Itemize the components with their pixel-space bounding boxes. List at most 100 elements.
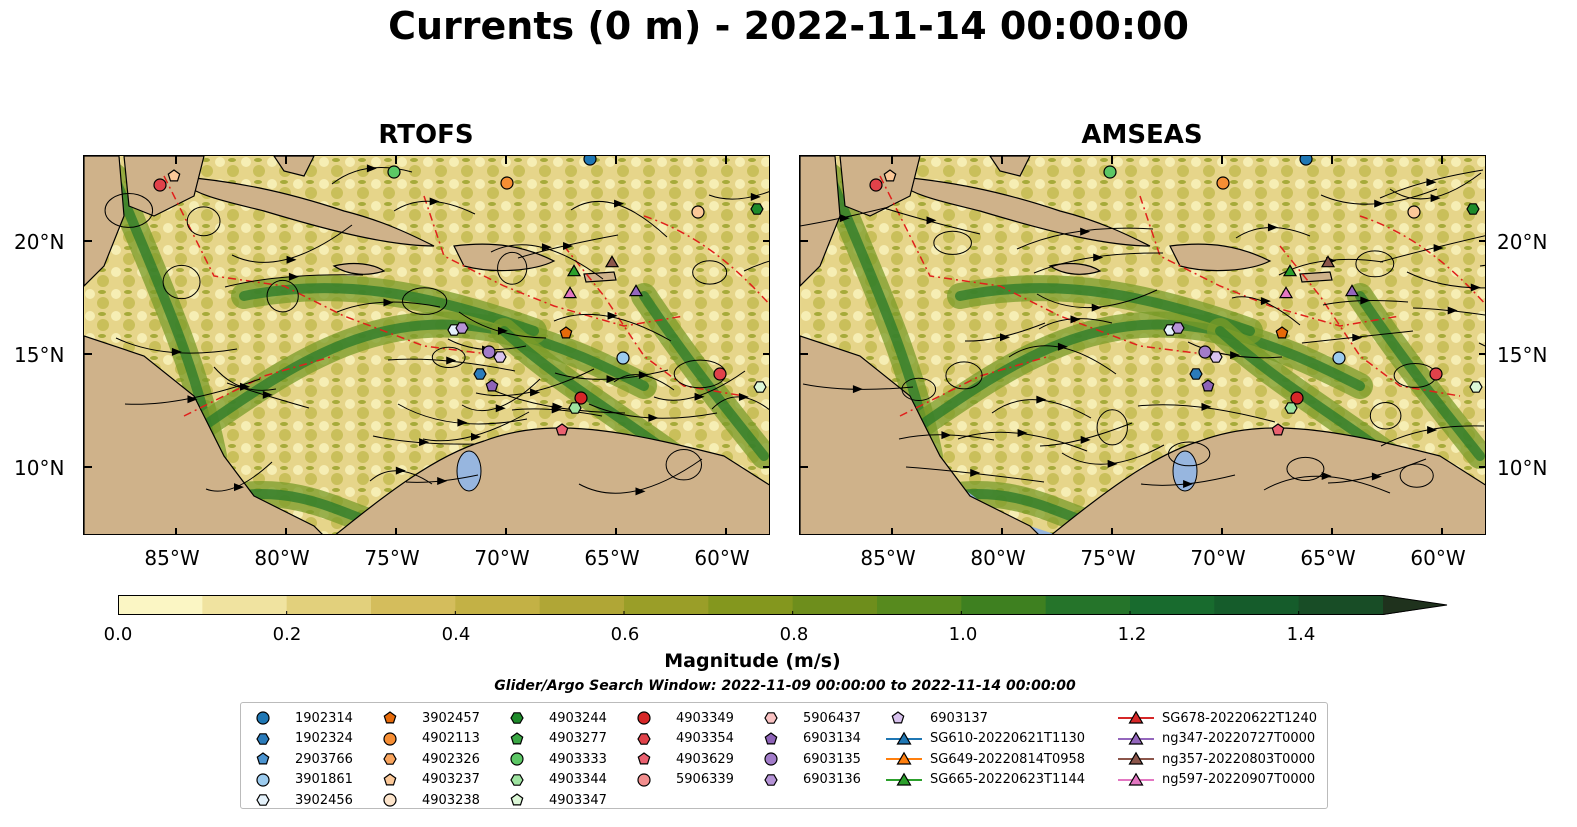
colorbar-tick-label: 0.8: [779, 624, 809, 645]
colorbar-tick-label: 0.2: [272, 624, 302, 645]
central-america-land: [800, 156, 841, 287]
south-america-land: [335, 427, 769, 534]
legend-item: 4902113: [376, 729, 480, 749]
legend-item-label: 4903333: [549, 751, 607, 767]
legend-circle-marker: [764, 752, 778, 766]
legend: 1902314 1902324 2903766 3901861 3902456 39024…: [240, 702, 1328, 809]
float-marker: [1103, 165, 1117, 179]
float-marker: [753, 381, 767, 393]
legend-triangle-marker: [896, 731, 912, 745]
legend-circle-marker: [510, 752, 524, 766]
legend-item: 5906437: [757, 708, 861, 728]
float-marker: [1209, 351, 1223, 363]
colorbar-extend-arrow: [1383, 595, 1447, 615]
float-marker: [455, 322, 469, 334]
hispaniola-land: [1169, 243, 1272, 272]
legend-item: 1902314: [249, 708, 353, 728]
legend-item-label: ng347-20220727T0000: [1162, 731, 1316, 746]
legend-pentagon-marker: [383, 711, 397, 724]
legend-item: SG610-20220621T1130: [884, 729, 1085, 749]
legend-item-label: 6903136: [803, 772, 861, 787]
legend-pentagon-marker: [383, 772, 397, 785]
legend-item: ng597-20220907T0000: [1116, 770, 1315, 790]
lon-label-left-80w: 80°W: [254, 546, 310, 570]
legend-item-label: 4903277: [549, 731, 607, 746]
legend-item: 6903134: [757, 729, 861, 749]
lon-label-right-70w: 70°W: [1190, 546, 1246, 570]
float-marker: [1429, 367, 1443, 381]
float-marker: [883, 169, 897, 182]
colorbar-tick-label: 0.4: [441, 624, 471, 645]
colorbar-segment: [455, 595, 541, 615]
colorbar-tick-label: 1.4: [1286, 624, 1316, 645]
legend-item-label: 3902456: [295, 792, 353, 808]
legend-item: 3902457: [376, 708, 480, 728]
float-marker: [566, 264, 582, 277]
legend-triangle-marker: [896, 772, 912, 786]
colorbar-segment: [792, 595, 878, 615]
legend-item-label: 3901861: [295, 772, 353, 787]
legend-pentagon-marker: [891, 711, 905, 724]
legend-item-label: SG649-20220814T0958: [930, 751, 1086, 767]
legend-item: 4903347: [503, 790, 607, 810]
jamaica-land: [1048, 262, 1102, 275]
float-marker: [387, 165, 401, 179]
lon-label-right-75w: 75°W: [1080, 546, 1136, 570]
legend-item-label: 6903135: [803, 751, 861, 767]
legend-item-label: 6903134: [803, 731, 861, 746]
legend-item-label: 5906339: [676, 772, 734, 787]
panel-title-amseas: AMSEAS: [1081, 120, 1203, 150]
lat-label-left-10n: 10°N: [14, 456, 65, 480]
legend-circle-marker: [256, 711, 270, 725]
lat-label-right-10n: 10°N: [1497, 456, 1548, 480]
legend-item-label: 4903354: [676, 731, 734, 746]
lon-label-left-70w: 70°W: [474, 546, 530, 570]
float-marker: [1344, 284, 1360, 297]
float-marker: [628, 284, 644, 297]
float-marker: [583, 156, 597, 166]
float-marker: [1299, 156, 1313, 166]
float-marker: [1189, 368, 1203, 380]
legend-item-label: 2903766: [295, 751, 353, 767]
lat-label-left-20n: 20°N: [14, 230, 65, 254]
lon-label-right-65w: 65°W: [1300, 546, 1356, 570]
lon-label-left-75w: 75°W: [364, 546, 420, 570]
colorbar-segment: [624, 595, 709, 615]
float-marker: [869, 178, 883, 192]
colorbar-segment: [539, 595, 625, 615]
float-marker: [1201, 379, 1215, 392]
colorbar-tick-label: 0.0: [103, 624, 133, 645]
float-marker: [482, 345, 496, 359]
legend-triangle-marker: [1128, 710, 1144, 724]
legend-item-label: 4902326: [422, 751, 480, 767]
legend-triangle-marker: [896, 751, 912, 765]
legend-item: 2903766: [249, 749, 353, 769]
lon-label-left-60w: 60°W: [694, 546, 750, 570]
legend-pentagon-marker: [256, 752, 270, 765]
legend-pentagon-marker: [637, 752, 651, 765]
float-marker: [493, 351, 507, 363]
colorbar-segment: [1130, 595, 1215, 615]
cuba-land: [888, 175, 1151, 247]
legend-triangle-marker: [1128, 731, 1144, 745]
legend-item-label: 4903244: [549, 710, 607, 726]
colorbar-segment: [877, 595, 962, 615]
south-america-land: [1051, 427, 1485, 534]
legend-triangle-marker: [1128, 751, 1144, 765]
float-marker: [1332, 351, 1346, 365]
legend-item: 3901861: [249, 770, 353, 790]
legend-item: 4903333: [503, 749, 607, 769]
legend-item: 4903629: [630, 749, 734, 769]
legend-item-label: 5906437: [803, 710, 861, 726]
puerto-rico-land: [1299, 271, 1333, 283]
legend-item-label: 4903347: [549, 792, 607, 808]
legend-item-label: SG610-20220621T1130: [930, 731, 1086, 746]
central-america-land: [84, 335, 323, 534]
legend-item: 4903237: [376, 770, 480, 790]
legend-item: 6903137: [884, 708, 988, 728]
legend-item: 4903238: [376, 790, 480, 810]
legend-pentagon-marker: [764, 731, 778, 744]
colorbar-tick-label: 0.6: [610, 624, 640, 645]
lat-label-left-15n: 15°N: [14, 343, 65, 367]
legend-hexagon-marker: [764, 712, 778, 724]
